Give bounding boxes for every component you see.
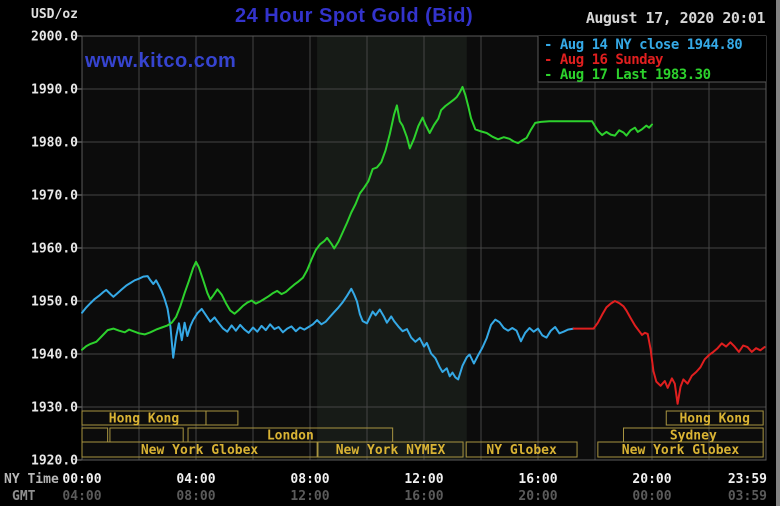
plot-border — [81, 35, 767, 461]
gmt-tick-label: 00:00 — [632, 489, 671, 504]
y-axis-unit-label: USD/oz — [31, 7, 78, 22]
ny-time-tick-label: 23:59 — [728, 472, 767, 487]
gmt-axis-label: GMT — [12, 489, 36, 504]
session-label: Hong Kong — [109, 412, 179, 427]
legend-item-aug16: - Aug 16 Sunday — [544, 52, 663, 68]
y-axis-label: 1980.0 — [31, 136, 78, 151]
legend-item-aug17: - Aug 17 Last 1983.30 — [544, 67, 711, 83]
legend-item-aug14: - Aug 14 NY close 1944.80 — [544, 37, 743, 53]
ny-time-tick-label: 00:00 — [62, 472, 101, 487]
ny-time-tick-label: 04:00 — [176, 472, 215, 487]
session-box-new-york-globex — [81, 441, 318, 458]
ny-time-axis-label: NY Time — [4, 472, 59, 487]
gmt-tick-label: 03:59 — [728, 489, 767, 504]
y-axis-label: 1930.0 — [31, 401, 78, 416]
gmt-tick-label: 16:00 — [404, 489, 443, 504]
session-label: NY Globex — [486, 443, 557, 458]
y-axis-label: 1950.0 — [31, 295, 78, 310]
y-axis-label: 1920.0 — [31, 454, 78, 469]
kitco-watermark-link[interactable]: www.kitco.com — [85, 50, 237, 72]
session-box-new-york-nymex — [317, 441, 464, 458]
session-box-ny-globex — [465, 441, 578, 458]
session-box-hong-kong — [665, 410, 764, 426]
gmt-tick-label: 12:00 — [290, 489, 329, 504]
y-axis-label: 2000.0 — [31, 30, 78, 45]
series-line-aug-17-last-1983.30 — [81, 85, 653, 351]
gmt-tick-label: 20:00 — [518, 489, 557, 504]
session-label: London — [267, 429, 314, 444]
y-axis-label: 1960.0 — [31, 242, 78, 257]
y-axis-label: 1940.0 — [31, 348, 78, 363]
session-label: New York Globex — [141, 443, 259, 458]
y-axis-label: 1970.0 — [31, 189, 78, 204]
session-label: New York NYMEX — [336, 443, 446, 458]
session-label: Sydney — [670, 429, 717, 444]
chart-timestamp: August 17, 2020 20:01 — [585, 9, 766, 27]
session-label: New York Globex — [622, 443, 740, 458]
gmt-tick-label: 08:00 — [176, 489, 215, 504]
ny-time-tick-label: 16:00 — [518, 472, 557, 487]
screenshot-edge-artifact — [776, 0, 780, 506]
series-line-aug-14-ny-close-1944.80 — [81, 275, 575, 381]
series-line-aug-16-sunday — [572, 300, 766, 405]
ny-time-tick-label: 12:00 — [404, 472, 443, 487]
ny-time-tick-label: 20:00 — [632, 472, 671, 487]
legend-box — [538, 36, 766, 82]
ny-time-tick-label: 08:00 — [290, 472, 329, 487]
session-box-new-york-globex — [597, 441, 764, 458]
session-box-unlabeled — [205, 410, 239, 426]
session-label: Hong Kong — [679, 412, 749, 427]
gmt-tick-label: 04:00 — [62, 489, 101, 504]
page-title: 24 Hour Spot Gold (Bid) — [235, 5, 474, 27]
y-axis-label: 1990.0 — [31, 83, 78, 98]
